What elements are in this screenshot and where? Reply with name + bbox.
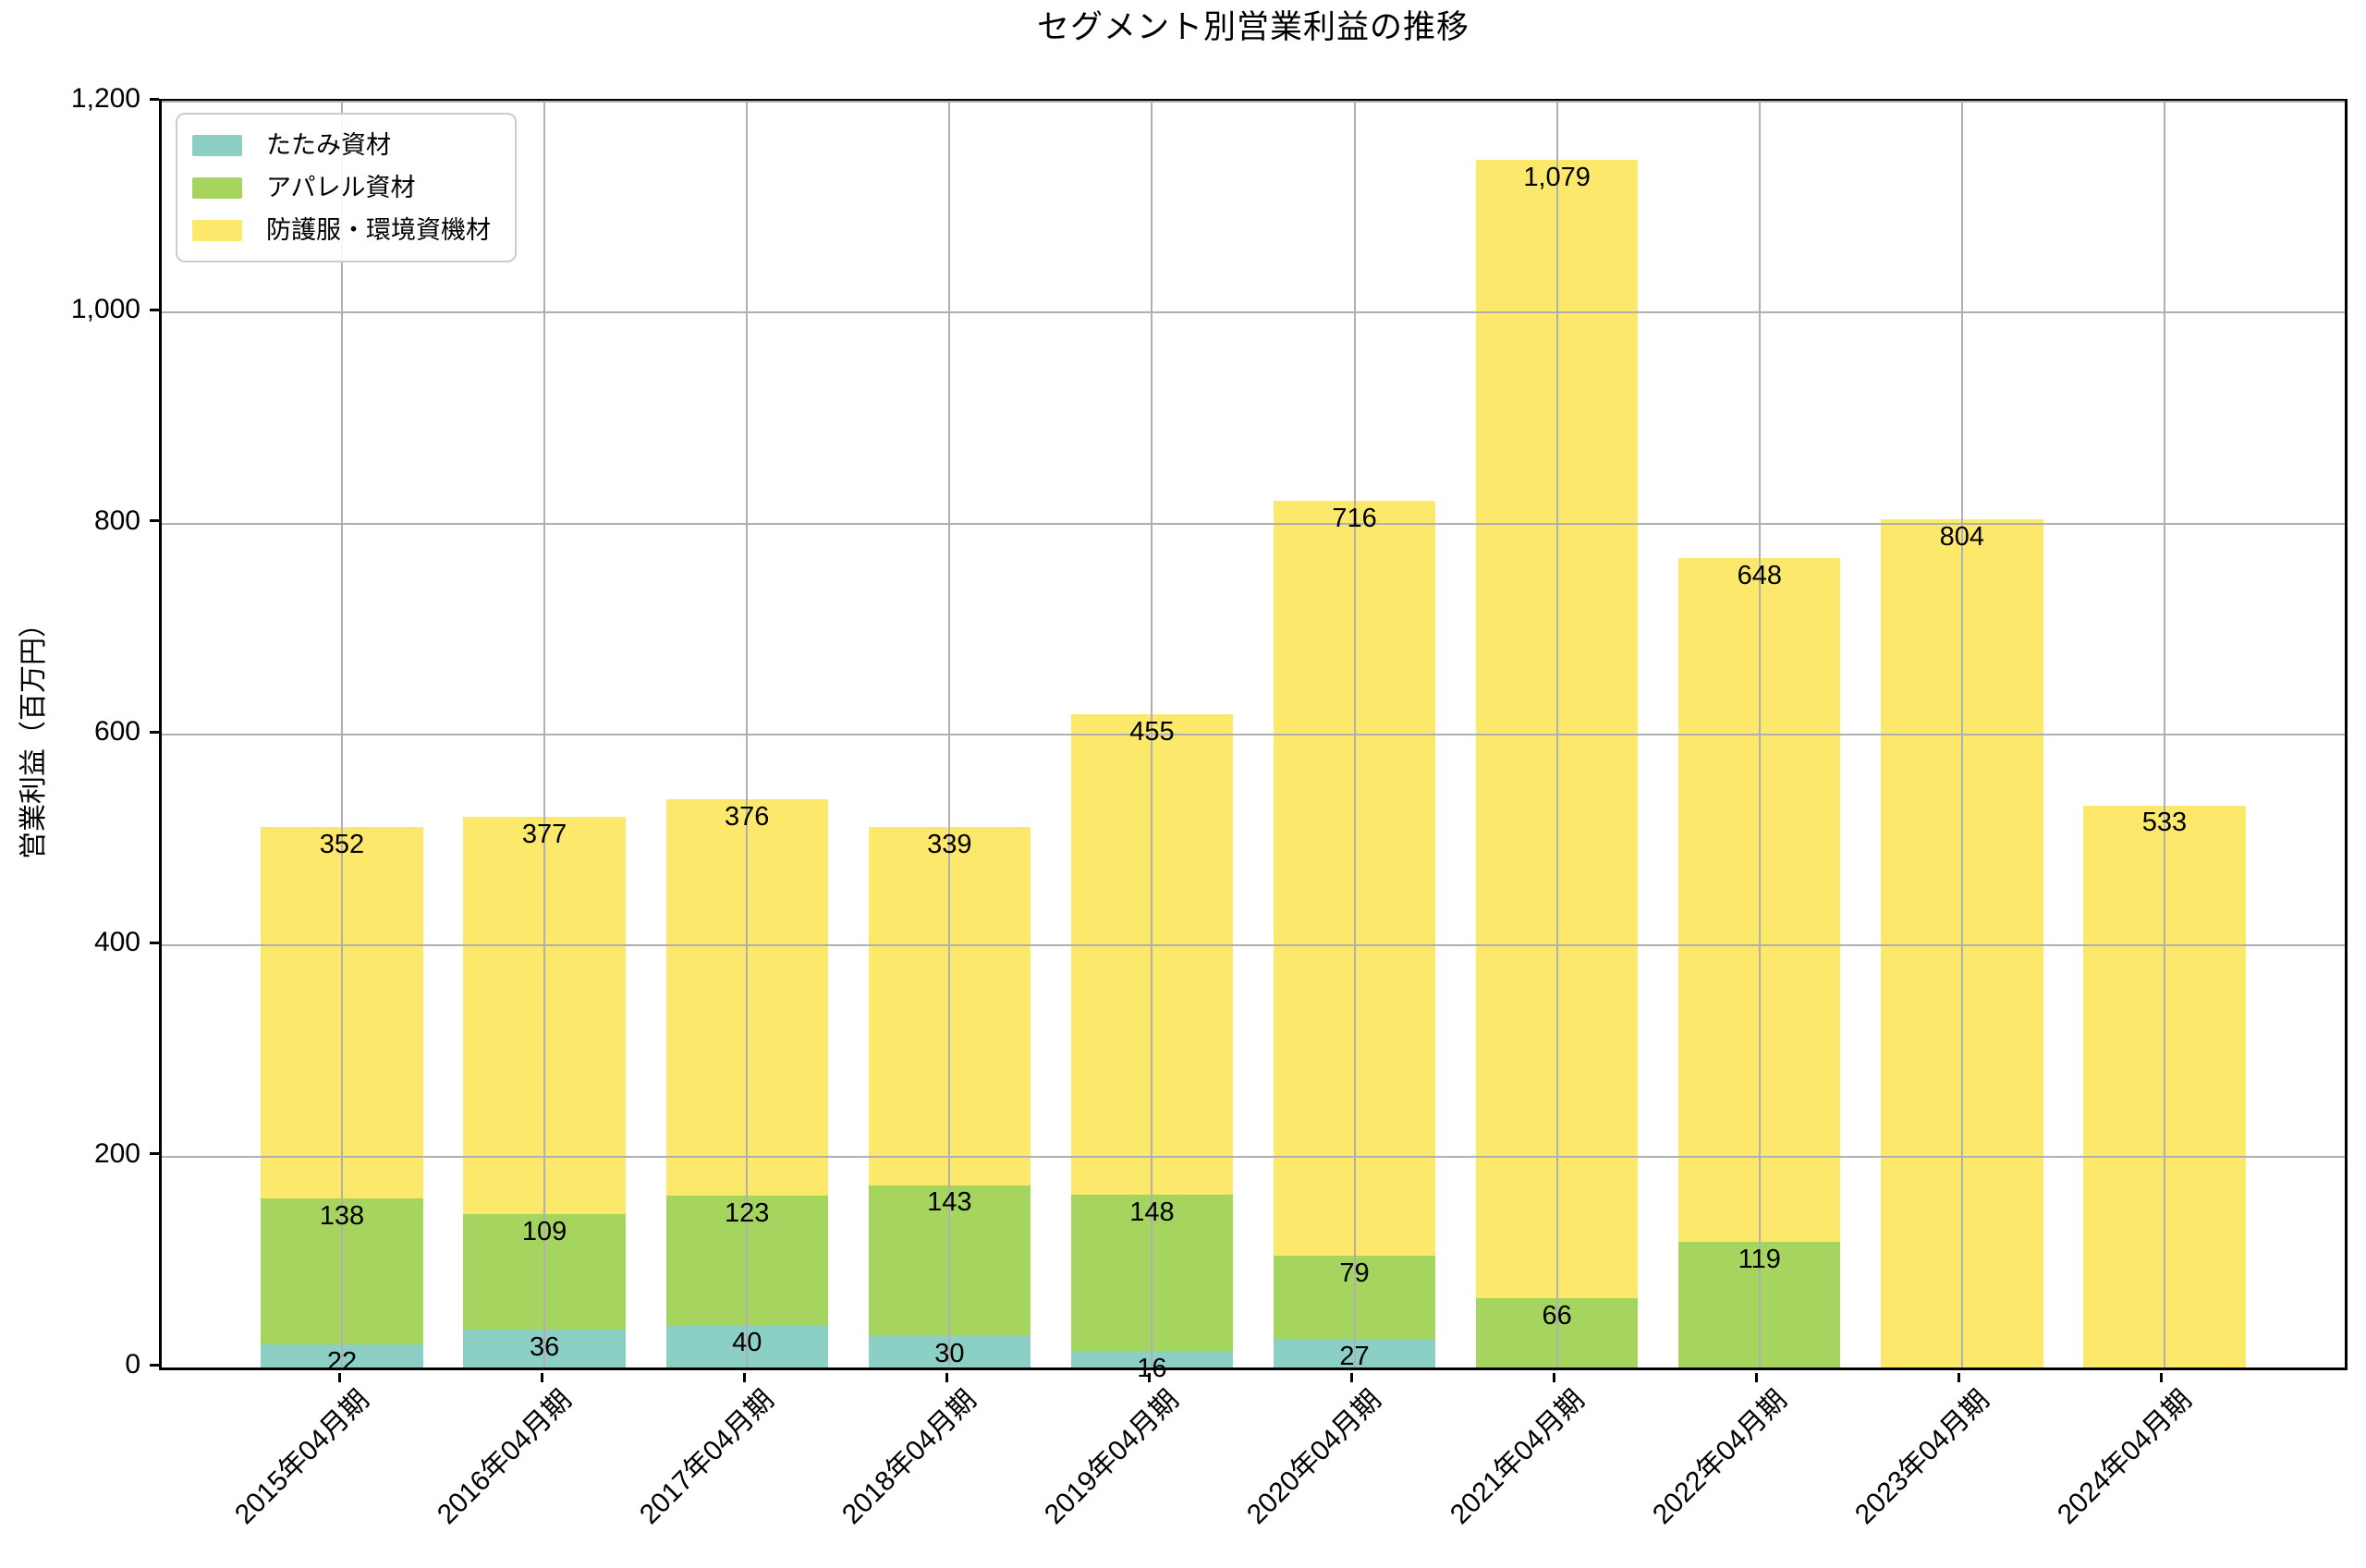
bar-value-label: 1,079 xyxy=(1523,162,1591,192)
bar-value-label: 352 xyxy=(319,830,365,860)
bar-value-label: 123 xyxy=(725,1197,770,1228)
y-tick-label: 1,200 xyxy=(70,83,140,114)
legend-item: アパレル資材 xyxy=(192,166,491,209)
y-tick-mark xyxy=(150,519,159,523)
gridline-horizontal xyxy=(162,522,2345,525)
y-tick-label: 200 xyxy=(93,1137,140,1169)
legend-swatch xyxy=(192,219,242,241)
x-tick-mark xyxy=(1553,1373,1556,1382)
x-tick-mark xyxy=(1957,1373,1961,1382)
legend-item: 防護服・環境資機材 xyxy=(192,209,491,251)
gridline-vertical xyxy=(1960,102,1963,1367)
gridline-vertical xyxy=(1151,102,1153,1367)
x-tick-mark xyxy=(1350,1373,1354,1382)
gridline-horizontal xyxy=(162,101,2345,103)
bar-value-label: 148 xyxy=(1129,1197,1175,1227)
legend-label: たたみ資材 xyxy=(266,131,391,159)
x-tick-mark xyxy=(337,1373,341,1382)
x-tick-label: 2016年04月期 xyxy=(431,1384,578,1531)
bar-value-label: 376 xyxy=(725,801,770,832)
bar-value-label: 27 xyxy=(1339,1342,1370,1372)
gridline-vertical xyxy=(543,102,546,1367)
x-axis: 2015年04月期 2016年04月期 2017年04月期 2018年04月期 2019… xyxy=(159,1370,2348,1568)
bar-value-label: 79 xyxy=(1339,1258,1370,1288)
y-tick-label: 600 xyxy=(93,716,140,747)
legend: たたみ資材アパレル資材防護服・環境資機材 xyxy=(176,113,517,262)
y-tick-label: 1,000 xyxy=(70,294,140,325)
chart-title: セグメント別営業利益の推移 xyxy=(1036,9,1470,45)
y-tick-mark xyxy=(150,97,159,101)
x-tick-label: 2020年04月期 xyxy=(1241,1384,1388,1531)
y-tick-mark xyxy=(150,730,159,734)
gridline-horizontal xyxy=(162,734,2345,735)
x-tick-label: 2019年04月期 xyxy=(1039,1384,1186,1531)
legend-swatch xyxy=(192,176,242,199)
y-tick-label: 400 xyxy=(93,927,140,958)
x-tick-label: 2023年04月期 xyxy=(1848,1384,1995,1531)
bar-value-label: 648 xyxy=(1737,561,1782,591)
y-axis: 0 200 400 600 800 1,000 1,200 xyxy=(0,85,140,1379)
bar-value-label: 36 xyxy=(529,1331,560,1362)
y-tick-mark xyxy=(150,941,159,944)
bar-value-label: 109 xyxy=(521,1217,567,1247)
x-tick-label: 2024年04月期 xyxy=(2051,1384,2198,1531)
gridline-vertical xyxy=(1758,102,1761,1367)
bar-value-label: 143 xyxy=(927,1187,972,1218)
x-tick-mark xyxy=(742,1373,746,1382)
gridline-vertical xyxy=(2163,102,2165,1367)
legend-label: アパレル資材 xyxy=(266,174,416,201)
plot-area: たたみ資材アパレル資材防護服・環境資機材 22 138 352 36 109 377 40 1… xyxy=(159,99,2348,1382)
x-tick-label: 2022年04月期 xyxy=(1646,1384,1793,1531)
bar-value-label: 138 xyxy=(319,1201,365,1232)
bar-value-label: 119 xyxy=(1738,1245,1781,1275)
gridline-horizontal xyxy=(162,311,2345,314)
y-tick-label: 800 xyxy=(93,504,140,536)
bar-value-label: 30 xyxy=(934,1338,965,1368)
x-tick-label: 2015年04月期 xyxy=(228,1384,375,1531)
gridline-vertical xyxy=(746,102,749,1367)
legend-item: たたみ資材 xyxy=(192,124,491,166)
legend-swatch xyxy=(192,134,242,156)
x-tick-label: 2021年04月期 xyxy=(1444,1384,1591,1531)
bar-value-label: 377 xyxy=(521,820,567,850)
x-tick-mark xyxy=(945,1373,948,1382)
legend-label: 防護服・環境資機材 xyxy=(266,216,491,244)
y-tick-mark xyxy=(150,1363,159,1367)
bar-value-label: 66 xyxy=(1542,1300,1572,1331)
bar-value-label: 804 xyxy=(1939,522,1985,553)
gridline-vertical xyxy=(948,102,951,1367)
x-tick-mark xyxy=(540,1373,543,1382)
bar-value-label: 40 xyxy=(732,1328,762,1358)
y-tick-mark xyxy=(150,308,159,311)
gridline-horizontal xyxy=(162,1155,2345,1158)
gridline-vertical xyxy=(1353,102,1356,1367)
bar-value-label: 16 xyxy=(1137,1353,1167,1383)
gridline-vertical xyxy=(341,102,343,1367)
x-tick-mark xyxy=(2160,1373,2164,1382)
gridline-vertical xyxy=(1555,102,1558,1367)
bar-value-label: 339 xyxy=(927,830,972,860)
x-tick-mark xyxy=(1147,1373,1151,1382)
bar-value-label: 716 xyxy=(1332,503,1377,533)
x-tick-mark xyxy=(1755,1373,1759,1382)
x-tick-label: 2018年04月期 xyxy=(836,1384,982,1531)
gridline-horizontal xyxy=(162,944,2345,947)
bar-value-label: 22 xyxy=(326,1346,358,1377)
y-tick-mark xyxy=(150,1152,159,1156)
bar-value-label: 533 xyxy=(2141,808,2188,838)
y-tick-label: 0 xyxy=(125,1349,140,1380)
x-tick-label: 2017年04月期 xyxy=(634,1384,780,1531)
bar-value-label: 455 xyxy=(1129,717,1175,748)
